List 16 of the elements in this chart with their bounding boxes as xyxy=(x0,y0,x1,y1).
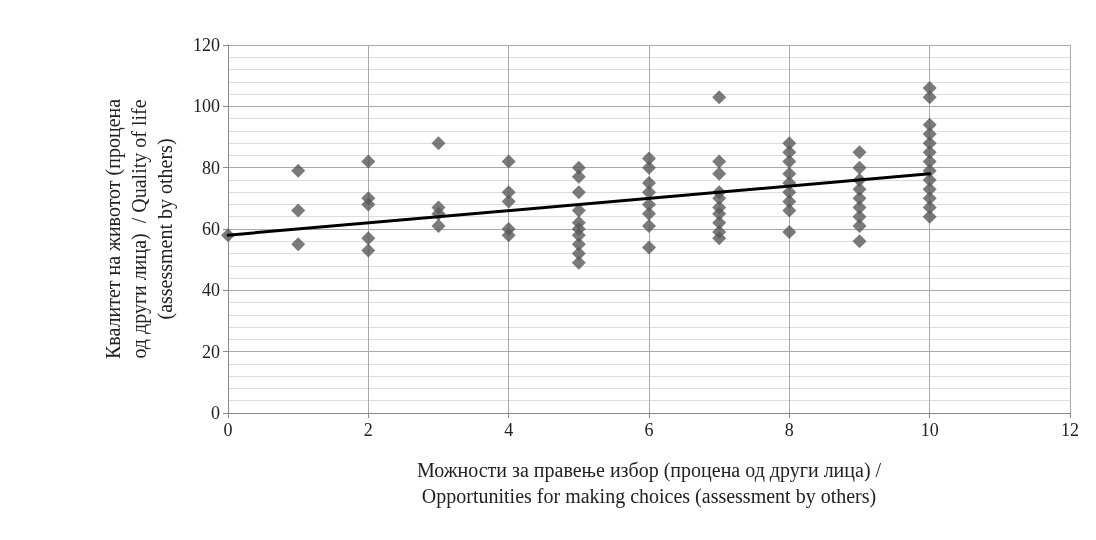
x-axis-title: Можности за правење избор (процена од други лица) / Opportunities for making choices (assessment by others) xyxy=(416,459,882,508)
y-axis-title: Квалитет на животот (процена од други лица) / Quality of life (assessment by others) xyxy=(102,98,177,360)
y-tick-label: 100 xyxy=(193,96,220,117)
y-tick-label: 120 xyxy=(193,35,220,55)
x-tick-label: 4 xyxy=(504,420,514,440)
y-tick-label: 40 xyxy=(202,280,220,301)
x-tick-label: 6 xyxy=(644,420,654,440)
y-tick-label: 60 xyxy=(202,219,220,239)
x-tick-label: 10 xyxy=(920,420,939,440)
y-tick-label: 0 xyxy=(211,403,220,423)
x-tick-label: 2 xyxy=(363,420,373,440)
y-tick-label: 20 xyxy=(202,341,220,362)
x-tick-label: 8 xyxy=(784,420,794,440)
y-tick-label: 80 xyxy=(202,157,220,178)
x-tick-label: 0 xyxy=(223,420,233,440)
x-tick-label: 12 xyxy=(1061,420,1079,440)
